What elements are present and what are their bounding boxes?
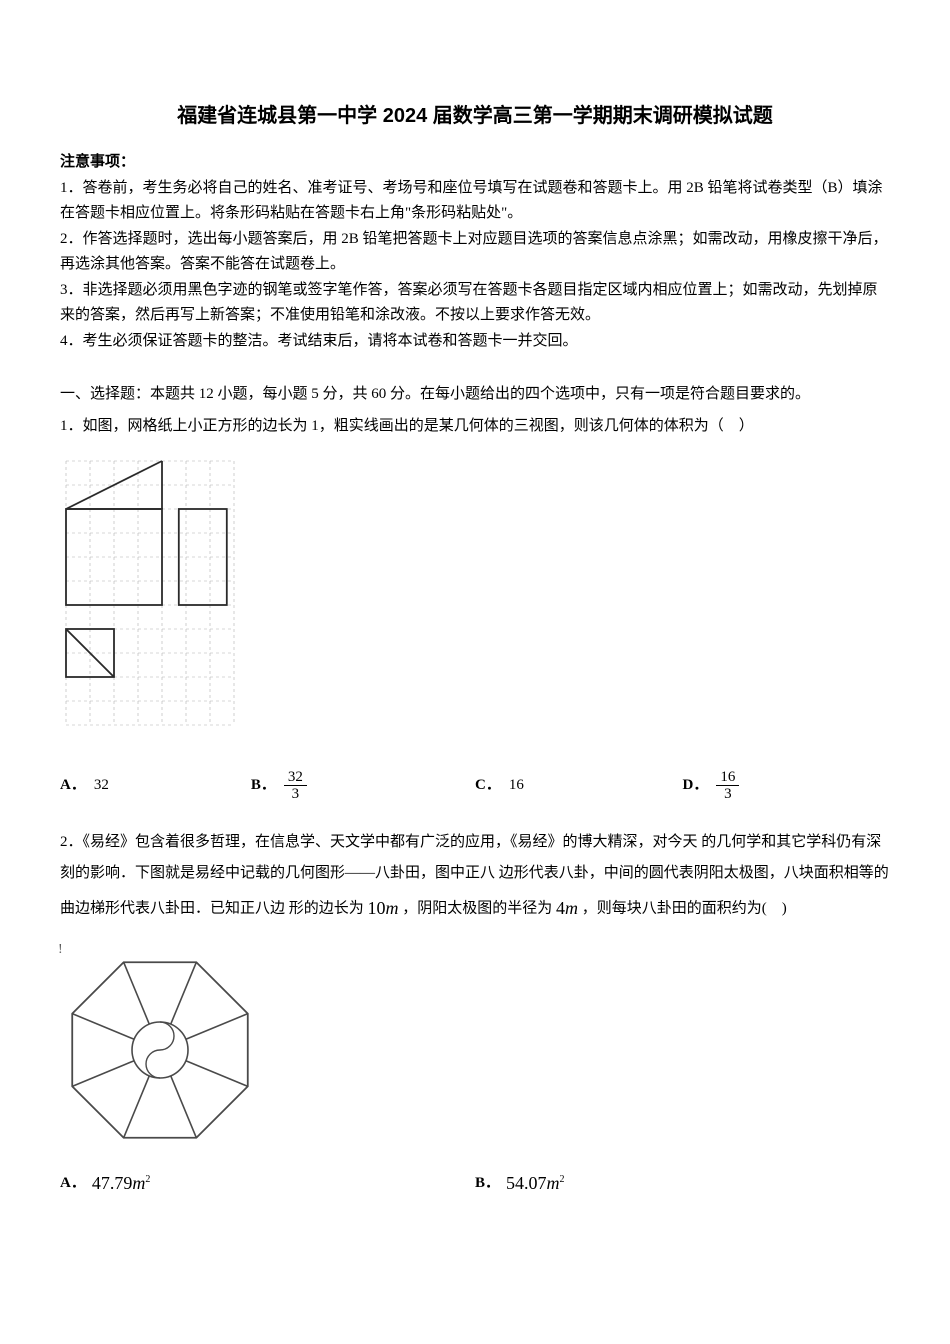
option-label: D． — [682, 771, 708, 800]
notice-header: 注意事项： — [60, 150, 890, 176]
page-title: 福建省连城县第一中学 2024 届数学高三第一学期期末调研模拟试题 — [60, 100, 890, 132]
option-value: 16 3 — [716, 769, 739, 803]
three-view-diagram — [60, 455, 260, 755]
q2-text-mid: ，阴阳太极图的半径为 — [402, 900, 552, 916]
option-a: A． 47.79m2 — [60, 1165, 475, 1203]
option-value: 32 — [94, 771, 109, 800]
section-intro: 一、选择题：本题共 12 小题，每小题 5 分，共 60 分。在每小题给出的四个… — [60, 382, 890, 406]
question-text: 1．如图，网格纸上小正方形的边长为 1，粗实线画出的是某几何体的三视图，则该几何… — [60, 412, 890, 441]
option-label: A． — [60, 1168, 86, 1200]
option-label: A． — [60, 771, 86, 800]
option-value: 16 — [509, 771, 524, 800]
question-2: 2．《易经》包含着很多哲理，在信息学、天文学中都有广泛的应用，《易经》的博大精深… — [60, 827, 890, 1204]
question-text: 2．《易经》包含着很多哲理，在信息学、天文学中都有广泛的应用，《易经》的博大精深… — [60, 827, 890, 928]
q2-options: A． 47.79m2 B． 54.07m2 — [60, 1165, 890, 1203]
option-b: B． 32 3 — [251, 769, 475, 803]
fraction-denominator: 3 — [288, 786, 304, 803]
notice-item: 4．考生必须保证答题卡的整洁。考试结束后，请将本试卷和答题卡一并交回。 — [60, 329, 890, 355]
q1-figure — [60, 455, 890, 755]
notice-block: 注意事项： 1．答卷前，考生务必将自己的姓名、准考证号、考场号和座位号填写在试题… — [60, 150, 890, 354]
question-1: 1．如图，网格纸上小正方形的边长为 1，粗实线画出的是某几何体的三视图，则该几何… — [60, 412, 890, 803]
option-b: B． 54.07m2 — [475, 1165, 890, 1203]
fraction-denominator: 3 — [720, 786, 736, 803]
fraction-numerator: 16 — [716, 769, 739, 787]
option-value: 47.79m2 — [92, 1165, 151, 1203]
q2-radius: 4m — [556, 898, 578, 918]
fraction-numerator: 32 — [284, 769, 307, 787]
q1-options: A． 32 B． 32 3 C． 16 D． 16 3 — [60, 769, 890, 803]
notice-item: 3．非选择题必须用黑色字迹的钢笔或签字笔作答，答案必须写在答题卡各题目指定区域内… — [60, 278, 890, 329]
option-a: A． 32 — [60, 769, 251, 803]
option-c: C． 16 — [475, 769, 683, 803]
option-value: 32 3 — [284, 769, 307, 803]
option-label: B． — [251, 771, 276, 800]
notice-item: 2．作答选择题时，选出每小题答案后，用 2B 铅笔把答题卡上对应题目选项的答案信… — [60, 227, 890, 278]
q2-text-post: ，则每块八卦田的面积约为( ) — [582, 900, 787, 916]
q2-edge-length: 10m — [368, 898, 399, 918]
option-value: 54.07m2 — [506, 1165, 565, 1203]
tick-mark-icon: ! — [58, 935, 63, 964]
option-d: D． 16 3 — [682, 769, 890, 803]
option-label: C． — [475, 771, 501, 800]
notice-item: 1．答卷前，考生务必将自己的姓名、准考证号、考场号和座位号填写在试题卷和答题卡上… — [60, 176, 890, 227]
q2-figure: ! — [60, 945, 890, 1155]
bagua-diagram — [60, 945, 260, 1155]
option-label: B． — [475, 1168, 500, 1200]
